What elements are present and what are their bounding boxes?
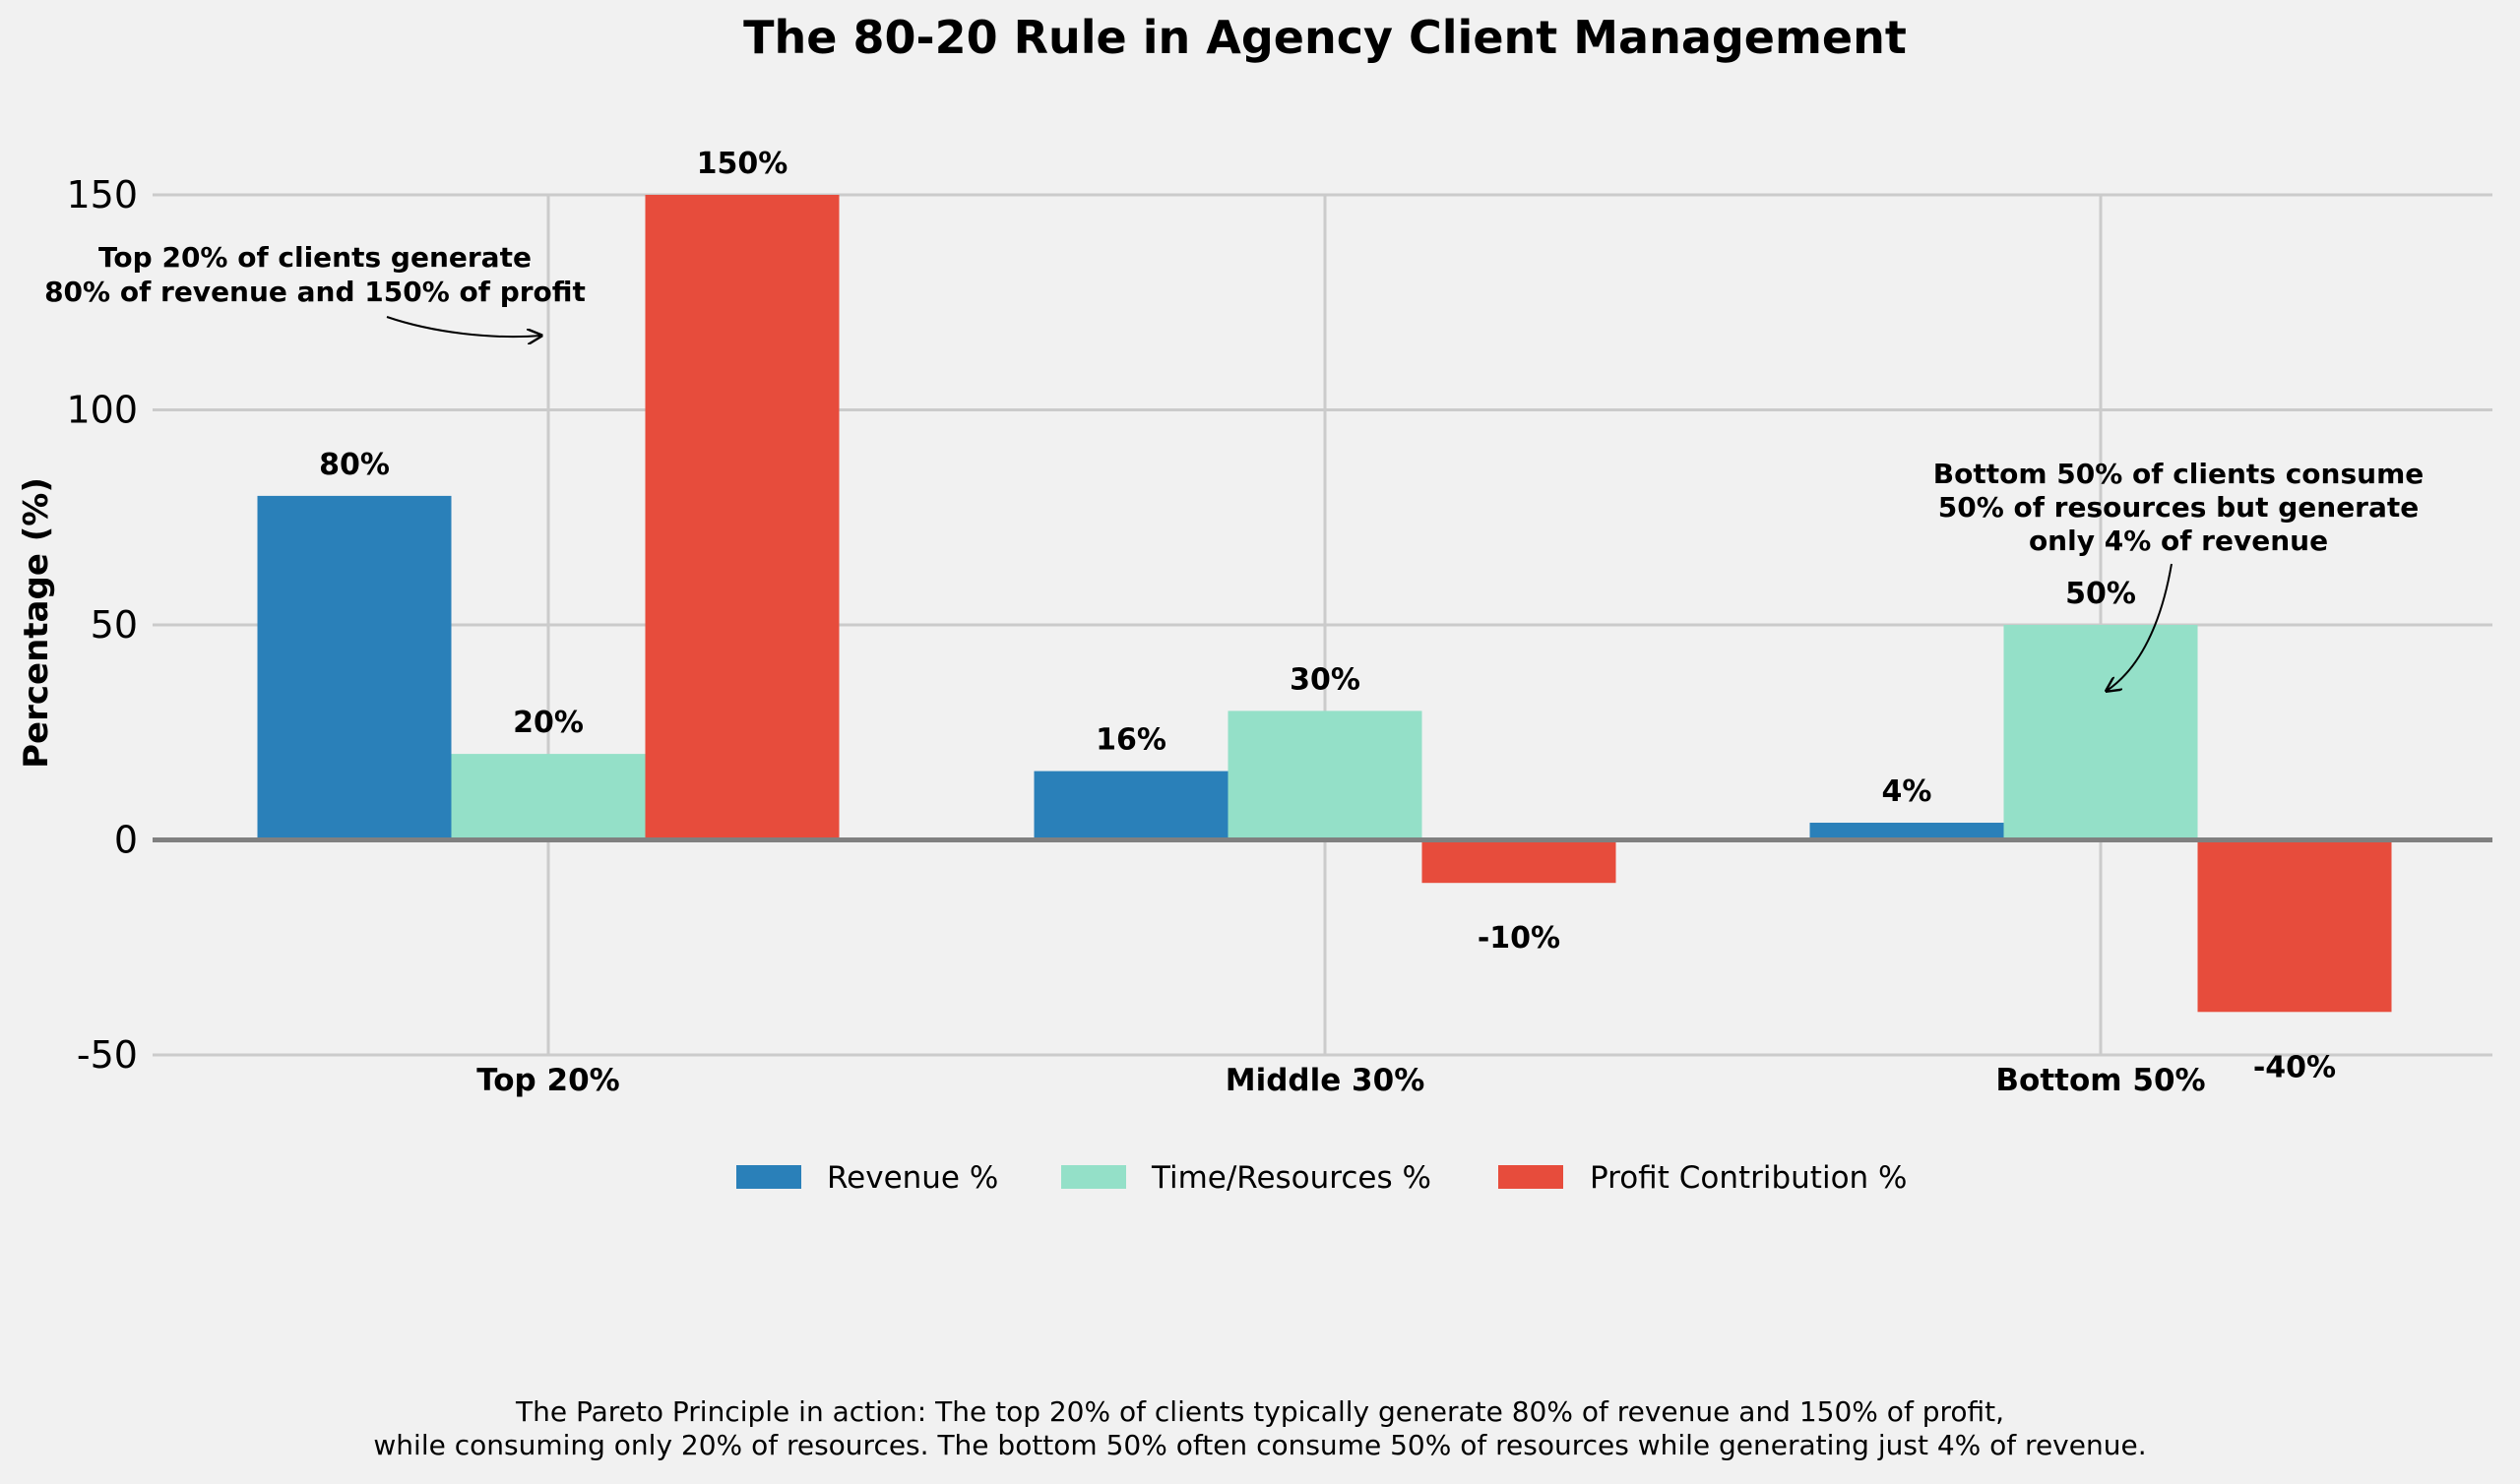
x-tick-label: Middle 30% [1226,1063,1425,1098]
legend-label: Revenue % [827,1160,998,1196]
data-label: 50% [2065,577,2136,611]
bar [2197,839,2392,1013]
data-label: 20% [513,706,584,740]
data-label: -10% [1478,921,1560,956]
y-tick-label: 150 [66,173,138,216]
data-label: 150% [697,147,788,181]
bar [257,495,452,840]
caption-text: The Pareto Principle in action: The top … [515,1395,2004,1428]
y-axis-label: Percentage (%) [17,477,56,769]
legend: Revenue % Time/Resources % Profit Contribu… [736,1160,1908,1196]
bar [645,195,840,840]
bar [1034,771,1228,840]
bar [1421,839,1616,884]
x-tick-label: Top 20% [476,1063,620,1098]
grid [153,193,2492,1057]
bars [257,195,2392,1013]
y-tick-label: -50 [77,1033,138,1077]
y-tick-label: 50 [91,603,138,647]
axes: -50 0 50 100 150 Top 20% Middle 30% Bottom 50% [66,173,2492,1098]
data-labels: 80% 16% 4% 20% 30% 50% 150% -10% -40% [319,147,2336,1084]
annotation-arrow [386,316,541,337]
x-tick-label: Bottom 50% [1995,1063,2205,1098]
data-label: 16% [1096,723,1166,758]
data-label: 80% [319,448,390,482]
annotation-text: 50% of resources but generate [1938,491,2420,524]
caption: The Pareto Principle in action: The top … [373,1395,2146,1461]
annotation-text: Top 20% of clients generate [98,241,532,274]
annotation-text: 80% of revenue and 150% of profit [44,276,586,308]
annotation-arrow [2107,563,2173,691]
y-tick-label: 100 [66,389,138,432]
chart-title: The 80-20 Rule in Agency Client Manageme… [743,11,1907,64]
annotation-text: only 4% of revenue [2029,525,2328,557]
data-label: 4% [1882,774,1932,809]
bar [451,754,646,840]
legend-swatch [1498,1165,1563,1189]
data-label: 30% [1290,662,1360,697]
bar [1228,711,1422,840]
bar [2003,625,2198,840]
bar [1809,823,2004,840]
legend-swatch [736,1165,801,1189]
y-tick-label: 0 [114,819,138,862]
legend-label: Time/Resources % [1151,1160,1431,1196]
legend-label: Profit Contribution % [1590,1160,1908,1196]
caption-text: while consuming only 20% of resources. T… [373,1429,2146,1461]
annotation-text: Bottom 50% of clients consume [1933,458,2425,490]
legend-swatch [1061,1165,1126,1189]
data-label: -40% [2253,1050,2336,1084]
